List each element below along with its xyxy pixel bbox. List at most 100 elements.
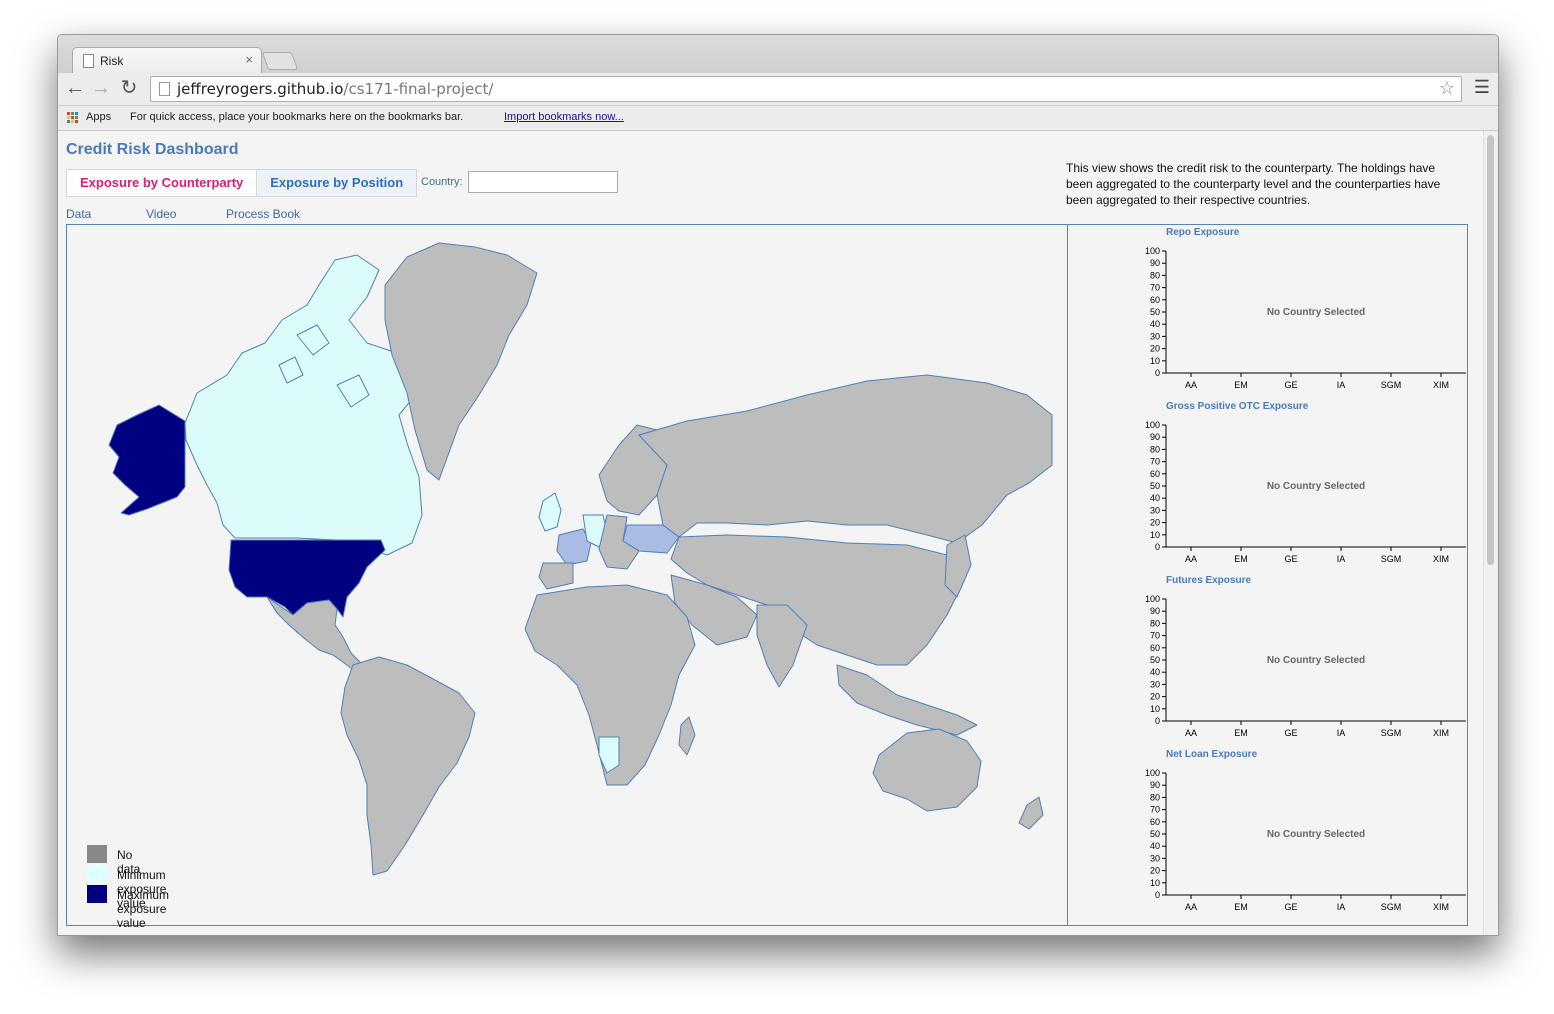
y-tick-label: 10 <box>1150 704 1160 714</box>
y-tick-label: 90 <box>1150 258 1160 268</box>
y-tick-label: 80 <box>1150 792 1160 802</box>
x-tick-label: SGM <box>1381 902 1402 912</box>
map-country-south-america <box>340 656 476 876</box>
page-icon <box>159 82 170 96</box>
chart-svg: 0 10 20 30 40 50 60 70 80 90 100 AA EM GE IA SGM XIM No C… <box>1145 594 1466 738</box>
forward-arrow-icon[interactable]: → <box>91 77 111 99</box>
map-country-alaska <box>108 404 186 516</box>
y-tick-label: 60 <box>1150 643 1160 653</box>
address-bar[interactable]: jeffreyrogers.github.io/cs171-final-proj… <box>150 76 1462 102</box>
page-title: Credit Risk Dashboard <box>66 141 239 158</box>
chart-title: Net Loan Exposure <box>1166 749 1258 760</box>
x-tick-label: SGM <box>1381 728 1402 738</box>
y-tick-label: 0 <box>1155 542 1160 552</box>
x-tick-label: GE <box>1284 902 1297 912</box>
x-tick-label: SGM <box>1381 380 1402 390</box>
y-tick-label: 40 <box>1150 493 1160 503</box>
menu-icon[interactable]: ☰ <box>1473 77 1490 97</box>
y-tick-label: 100 <box>1145 768 1160 778</box>
browser-tab[interactable]: Risk × <box>72 47 262 74</box>
y-tick-label: 50 <box>1150 307 1160 317</box>
map-country-new-zealand <box>1018 796 1044 830</box>
y-tick-label: 20 <box>1150 692 1160 702</box>
x-tick-label: AA <box>1185 554 1197 564</box>
chart-title: Gross Positive OTC Exposure <box>1166 401 1309 412</box>
y-tick-label: 70 <box>1150 805 1160 815</box>
tab-exposure-by-position[interactable]: Exposure by Position <box>256 170 417 196</box>
country-label: Country: <box>421 176 463 188</box>
y-tick-label: 20 <box>1150 518 1160 528</box>
reload-icon[interactable]: ↻ <box>120 77 138 99</box>
process-book-link[interactable]: Process Book <box>226 207 301 221</box>
tab-strip: Risk × <box>58 35 1498 74</box>
y-tick-label: 30 <box>1150 853 1160 863</box>
y-tick-label: 80 <box>1150 270 1160 280</box>
tab-title: Risk <box>100 54 124 68</box>
empty-chart-message: No Country Selected <box>1267 829 1365 840</box>
browser-toolbar: ← → ↻ jeffreyrogers.github.io/cs171-fina… <box>58 73 1498 106</box>
view-description: This view shows the credit risk to the c… <box>1066 161 1441 207</box>
y-tick-label: 20 <box>1150 866 1160 876</box>
scrollbar-thumb[interactable] <box>1487 135 1494 565</box>
legend-swatch-min <box>87 865 107 883</box>
y-tick-label: 20 <box>1150 344 1160 354</box>
chart-svg: 0 10 20 30 40 50 60 70 80 90 100 AA EM GE IA SGM XIM No C… <box>1145 768 1466 912</box>
map-country-madagascar <box>678 716 696 756</box>
chart-futures-exposure: Futures Exposure 0 10 20 30 40 50 60 70 80 90 100 A… <box>1068 573 1467 747</box>
page-scrollbar[interactable] <box>1483 131 1498 935</box>
map-country-canada-islands <box>278 324 370 408</box>
x-tick-label: XIM <box>1433 554 1449 564</box>
x-tick-label: AA <box>1185 902 1197 912</box>
data-link[interactable]: Data <box>66 207 92 221</box>
x-tick-label: XIM <box>1433 902 1449 912</box>
url-text[interactable]: jeffreyrogers.github.io/cs171-final-proj… <box>177 80 494 98</box>
legend-swatch-no-data <box>87 845 107 863</box>
y-tick-label: 80 <box>1150 618 1160 628</box>
chart-repo-exposure: Repo Exposure 0 10 20 30 40 50 60 70 80 90 100 AA EM… <box>1068 225 1467 399</box>
chart-net-loan-exposure: Net Loan Exposure 0 10 20 30 40 50 60 70 80 90 100… <box>1068 747 1467 921</box>
country-input[interactable] <box>468 171 618 193</box>
map-country-namibia <box>598 736 620 774</box>
chart-svg: 0 10 20 30 40 50 60 70 80 90 100 AA EM GE IA SGM XIM No C… <box>1145 420 1466 564</box>
x-tick-label: AA <box>1185 728 1197 738</box>
y-tick-label: 50 <box>1150 655 1160 665</box>
y-tick-label: 60 <box>1150 817 1160 827</box>
chart-title: Repo Exposure <box>1166 227 1240 238</box>
bookmarks-bar: Apps For quick access, place your bookma… <box>58 106 1498 131</box>
x-tick-label: EM <box>1234 902 1248 912</box>
y-tick-label: 90 <box>1150 780 1160 790</box>
back-arrow-icon[interactable]: ← <box>65 77 85 99</box>
world-map-svg <box>108 242 1053 876</box>
map-country-canada <box>184 254 423 556</box>
y-tick-label: 80 <box>1150 444 1160 454</box>
import-bookmarks-link[interactable]: Import bookmarks now... <box>504 111 624 123</box>
map-country-russia <box>638 374 1053 544</box>
y-tick-label: 0 <box>1155 890 1160 900</box>
map-country-se-asia <box>836 664 978 736</box>
x-tick-label: GE <box>1284 554 1297 564</box>
new-tab-button[interactable] <box>261 52 299 70</box>
x-tick-label: SGM <box>1381 554 1402 564</box>
bookmark-star-icon[interactable]: ☆ <box>1438 78 1455 98</box>
empty-chart-message: No Country Selected <box>1267 481 1365 492</box>
close-icon[interactable]: × <box>245 52 253 67</box>
tab-exposure-by-counterparty[interactable]: Exposure by Counterparty <box>67 170 257 196</box>
apps-icon[interactable] <box>67 112 79 124</box>
y-tick-label: 100 <box>1145 420 1160 430</box>
y-tick-label: 10 <box>1150 530 1160 540</box>
y-tick-label: 50 <box>1150 829 1160 839</box>
video-link[interactable]: Video <box>146 207 177 221</box>
y-tick-label: 100 <box>1145 594 1160 604</box>
page-icon <box>83 54 94 68</box>
y-tick-label: 30 <box>1150 331 1160 341</box>
legend-label: No data <box>117 848 141 876</box>
x-tick-label: EM <box>1234 728 1248 738</box>
x-tick-label: EM <box>1234 554 1248 564</box>
x-tick-label: EM <box>1234 380 1248 390</box>
browser-window: Risk × ← → ↻ jeffreyrogers.github.io/cs1… <box>57 34 1499 936</box>
apps-label[interactable]: Apps <box>86 111 112 123</box>
y-tick-label: 30 <box>1150 505 1160 515</box>
y-tick-label: 40 <box>1150 667 1160 677</box>
x-tick-label: IA <box>1337 902 1346 912</box>
legend-label: Minimum exposure value <box>117 868 167 910</box>
